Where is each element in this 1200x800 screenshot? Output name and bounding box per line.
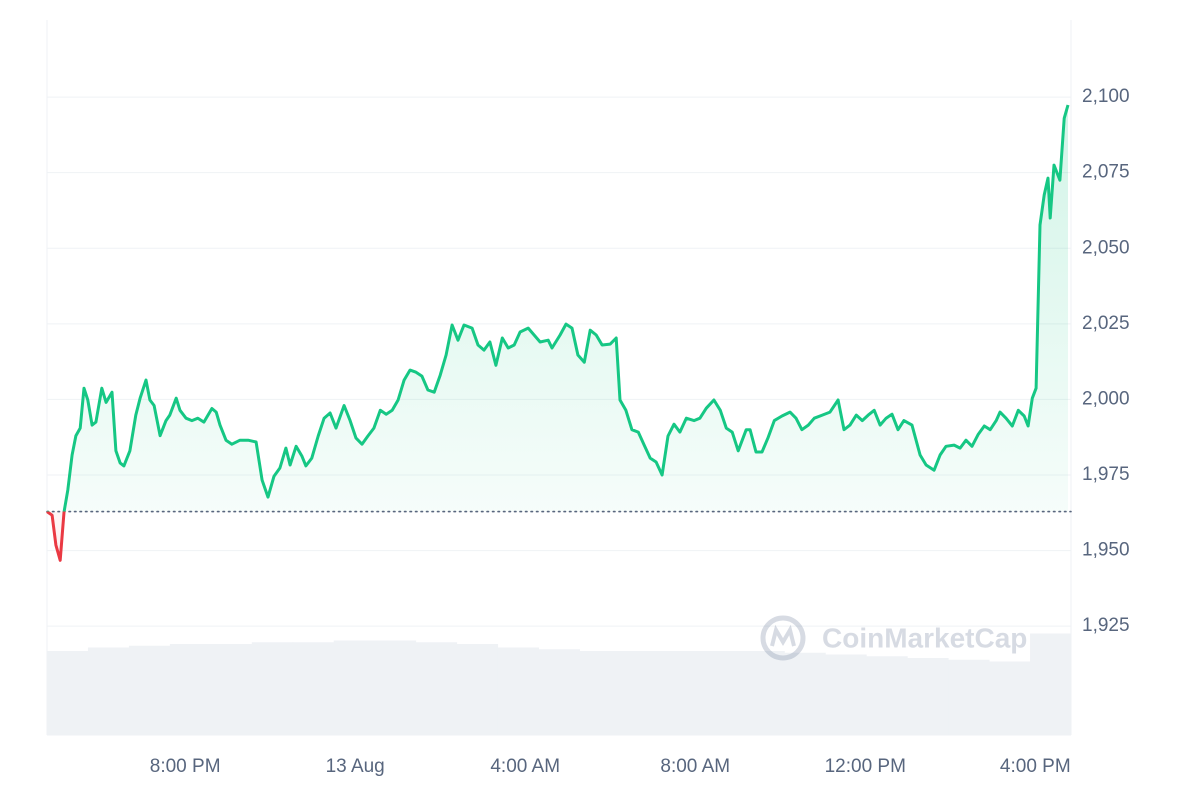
volume-bar [169, 644, 212, 735]
volume-bar [948, 659, 990, 735]
volume-bar [1030, 633, 1072, 735]
x-tick-label: 12:00 PM [825, 756, 906, 777]
y-tick-label: 2,075 [1082, 162, 1130, 183]
volume-bar [743, 651, 785, 735]
volume-bar [251, 642, 294, 735]
x-tick-label: 13 Aug [326, 756, 385, 777]
watermark-logo-mark [770, 624, 796, 647]
volume-bar [415, 642, 458, 735]
volume-bar [620, 651, 662, 735]
volume-bar [374, 640, 417, 735]
area [47, 105, 1068, 561]
y-tick-label: 2,000 [1082, 388, 1130, 409]
y-tick-label: 2,025 [1082, 313, 1130, 334]
watermark: CoinMarketCap [760, 615, 1027, 661]
watermark-logo [760, 615, 806, 661]
watermark-text: CoinMarketCap [822, 622, 1027, 653]
volume-bar [292, 642, 335, 735]
volume-bar [784, 652, 826, 735]
volume-bar [579, 651, 621, 735]
x-tick-label: 4:00 AM [490, 756, 560, 777]
x-tick-label: 4:00 PM [1000, 756, 1071, 777]
volume-bar [87, 647, 130, 735]
volume-bar [661, 651, 703, 735]
volume-bar [989, 661, 1031, 735]
x-tick-label: 8:00 PM [150, 756, 221, 777]
y-tick-label: 1,950 [1082, 540, 1130, 561]
volume-bar [907, 658, 949, 735]
x-tick-label: 8:00 AM [660, 756, 730, 777]
y-tick-label: 1,925 [1082, 615, 1130, 636]
price-line [46, 104, 1070, 562]
volume-bar [456, 644, 499, 735]
volume-bar [47, 651, 89, 735]
volume-bar [702, 651, 744, 735]
volume-bar [333, 640, 376, 735]
volume-bar [497, 647, 540, 735]
volume-bar [866, 656, 908, 735]
volume-bar [210, 644, 253, 735]
volume-bar [825, 654, 867, 735]
y-tick-label: 1,975 [1082, 464, 1130, 485]
volume-bar [538, 649, 580, 735]
y-tick-label: 2,050 [1082, 237, 1130, 258]
y-tick-label: 2,100 [1082, 86, 1130, 107]
volume-bar [128, 645, 171, 735]
